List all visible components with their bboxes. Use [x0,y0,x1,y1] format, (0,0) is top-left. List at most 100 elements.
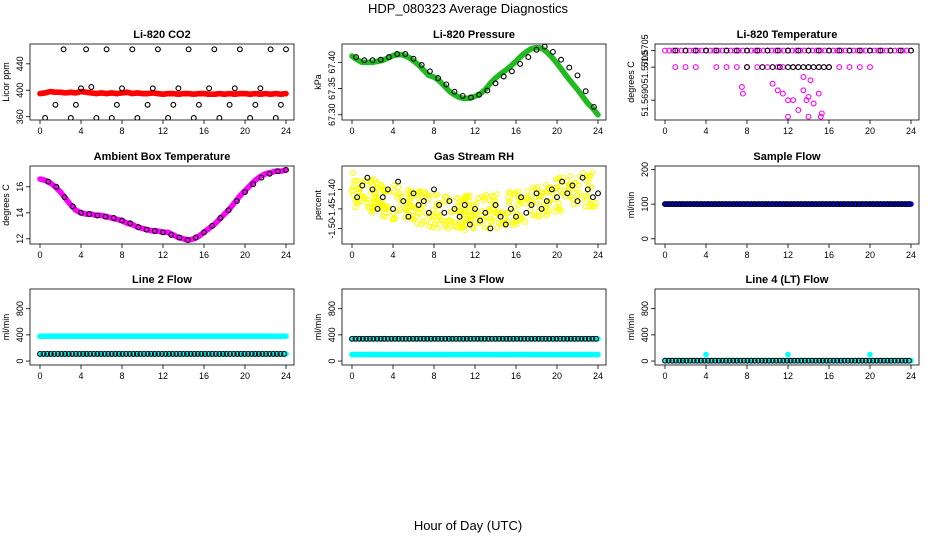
y-tick-label: 0 [327,359,337,364]
point-overlay [841,357,848,364]
point-main [416,205,423,212]
point-main [552,208,559,215]
point-overlay [384,335,391,342]
point-main [554,184,561,191]
point-overlay [543,198,550,205]
point-main [809,47,816,54]
point-main [454,224,461,231]
point-outliers [267,46,274,53]
x-tick-label: 20 [865,371,875,381]
point-spike [867,351,873,358]
point-overlay [723,357,729,364]
point-overlay [223,350,230,357]
point-overlay [589,194,596,201]
point-main [466,198,473,205]
point-overlay [751,201,758,208]
x-tick-label: 20 [552,250,562,260]
point-overlay [758,357,765,364]
point-overlay [202,350,208,357]
point-overlay [759,64,766,71]
x-tick-label: 24 [906,126,916,136]
point-overlay [712,201,719,208]
point-main [735,47,742,54]
point-overlay [417,335,424,342]
point-overlay [51,350,58,357]
point-main [488,219,495,226]
point-overlay [405,213,412,220]
point-overlay [216,350,223,357]
y-tick-label: 440 [15,56,25,71]
point-overlay [453,335,459,342]
point-overlay [497,213,504,220]
point-overlay [780,357,787,364]
point-overlay [507,205,514,212]
point-overlay [176,350,183,357]
point-overlay [476,91,483,98]
point-overlay [898,201,905,208]
point-overlay [58,350,65,357]
point-main [574,191,581,198]
point-main [552,176,559,183]
point-overlay [456,213,463,220]
point-main [810,100,817,107]
point-overlay [726,201,733,208]
point-overlay [191,350,198,357]
point-main [476,220,483,227]
panel-title: Ambient Box Temperature [94,151,231,163]
point-main [875,47,882,54]
panel-4: Ambient Box Temperature degrees C 0 4 8 12 16 2… [1,151,295,260]
point-overlay [274,168,281,175]
point-main [522,200,529,207]
panel-9: Line 4 (LT) Flow ml/min 0 4 8 12 16 20 24 0 400 800 [626,274,920,381]
point-overlay [819,357,826,364]
point-overlay [569,182,576,189]
point-main [666,47,673,54]
x-tick-label: 4 [703,250,708,260]
plot-frame [341,288,607,366]
point-main [903,47,910,54]
point-overlay [78,209,84,216]
point-overlay [410,55,417,62]
point-main [588,197,595,204]
point-main [366,203,373,210]
point-main [690,47,697,54]
point-overlay [395,178,402,185]
x-axis-label: Hour of Day (UTC) [413,518,523,533]
point-overlay [830,357,837,364]
x-tick-label: 12 [783,250,793,260]
point-overlay [127,220,134,227]
point-overlay [451,205,458,212]
point-overlay [431,186,437,193]
point-overlay [812,201,819,208]
point-overlay [776,201,783,208]
point-overlay [755,357,762,364]
panel-title: Sample Flow [753,151,821,163]
point-overlay [485,335,492,342]
data-points [349,169,601,234]
point-main [589,169,596,176]
point-overlay [503,335,510,342]
point-overlay [394,51,401,57]
point-overlay [723,47,730,54]
x-tick-label: 4 [703,126,708,136]
point-overlay [809,201,816,208]
point-main [423,210,430,217]
point-overlay [895,357,902,364]
x-tick-label: 24 [281,371,291,381]
point-main [446,217,453,224]
x-tick-label: 16 [199,371,209,381]
point-main [452,219,459,226]
point-main [357,177,364,184]
point-overlay [902,201,909,208]
point-overlay [126,350,133,357]
point-overlay [402,51,409,57]
point-overlay [697,201,704,208]
x-tick-label: 0 [662,126,667,136]
point-overlay [737,357,744,364]
point-main [396,190,403,197]
point-outliers [134,115,141,120]
point-overlay [258,174,265,181]
point-overlay [400,198,407,205]
point-main [817,113,824,120]
point-overlay [352,335,359,342]
